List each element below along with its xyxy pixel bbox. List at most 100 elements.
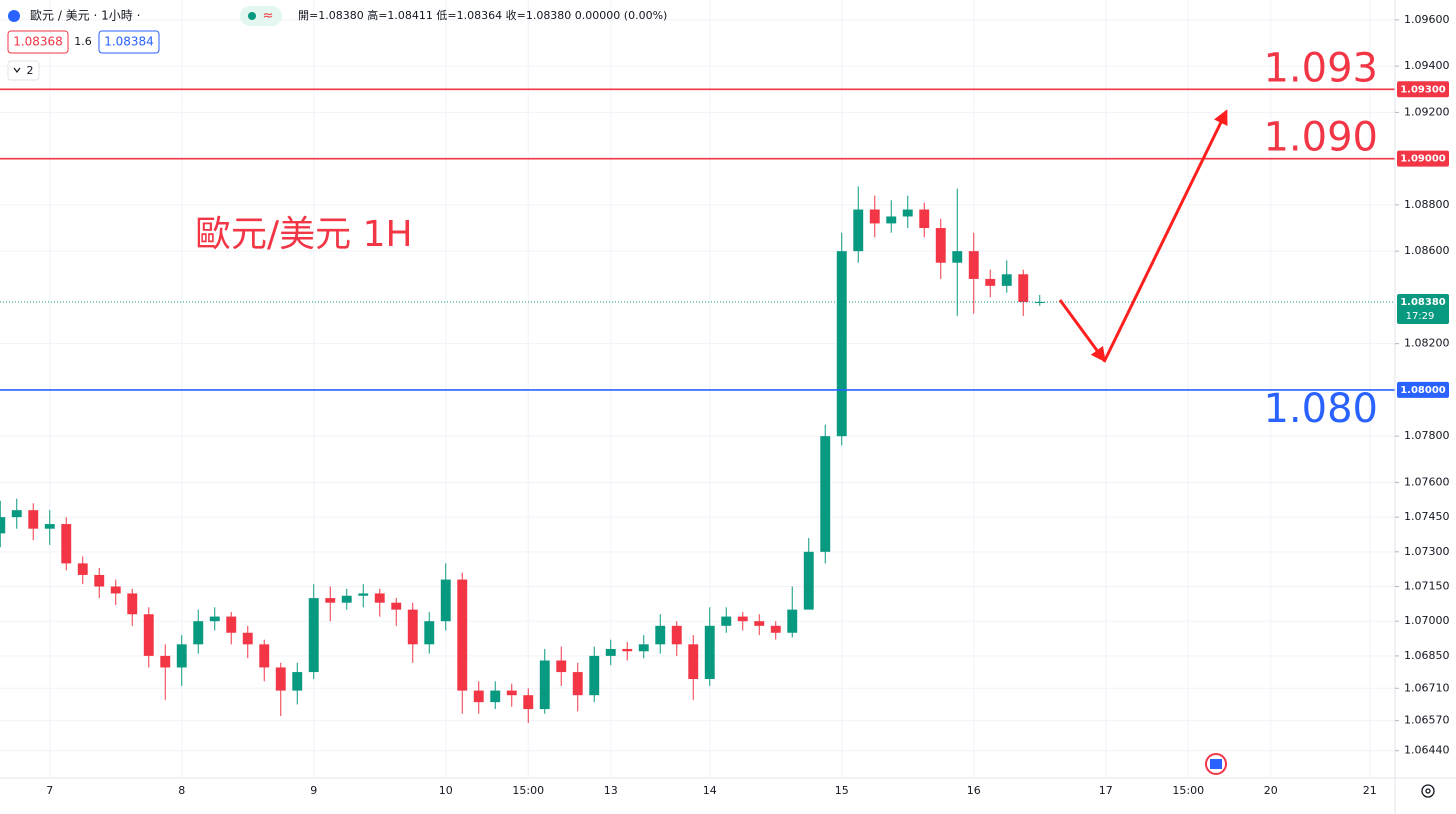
settings-icon-core: [1425, 788, 1431, 794]
candle-body: [473, 690, 484, 703]
status-pill[interactable]: [240, 6, 282, 26]
candle-body: [325, 598, 336, 603]
level-price-label: 1.09300: [1400, 84, 1446, 95]
y-tick-label: 1.07300: [1404, 545, 1450, 558]
candle-body: [902, 209, 913, 217]
candle-body: [94, 574, 105, 587]
arrow-up: [1102, 109, 1228, 363]
candle-body: [1018, 274, 1029, 303]
level-price-tag: [1397, 150, 1449, 167]
candle-body: [176, 644, 187, 668]
x-tick-label: 21: [1363, 784, 1377, 797]
candle-body: [193, 621, 204, 645]
candle-body: [110, 586, 121, 594]
candle-body: [952, 251, 963, 263]
candle-body: [143, 614, 154, 656]
candle-body: [820, 436, 831, 552]
candle-body: [440, 579, 451, 622]
candle-body: [836, 251, 847, 437]
candle-body: [523, 695, 534, 710]
x-tick-label: 16: [967, 784, 981, 797]
legend-header: 歐元 / 美元 · 1小時 · ≈ 開=1.08380 高=1.08411 低=…: [7, 6, 667, 81]
candle-body: [160, 655, 171, 668]
x-tick-label: 15:00: [1172, 784, 1204, 797]
y-tick-label: 1.09400: [1404, 59, 1450, 72]
chart-title: 歐元/美元 1H: [195, 214, 413, 255]
candle-body: [605, 648, 616, 656]
y-tick-label: 1.07450: [1404, 510, 1450, 523]
candle-body: [44, 524, 55, 529]
level-annotation: 1.080: [1263, 386, 1378, 432]
candle-body: [935, 228, 946, 263]
symbol: 歐元 / 美元 · 1小時 ·: [30, 8, 140, 23]
x-tick-label: 10: [439, 784, 453, 797]
candle-body: [209, 616, 220, 622]
candle-body: [556, 660, 567, 673]
y-tick-label: 1.08600: [1404, 244, 1450, 257]
candle-body: [226, 616, 237, 633]
candle-body: [803, 551, 814, 610]
x-tick-label: 13: [604, 784, 618, 797]
candle-body: [721, 616, 732, 626]
candle-body: [127, 593, 138, 615]
candle-body: [358, 593, 369, 596]
level-annotation: 1.090: [1263, 115, 1378, 161]
candle-body: [688, 644, 699, 680]
candle-body: [308, 598, 319, 673]
candle-body: [622, 648, 633, 652]
x-tick-label: 9: [310, 784, 317, 797]
y-tick-label: 1.07800: [1404, 429, 1450, 442]
candle-body: [28, 510, 39, 529]
y-tick-label: 1.06570: [1404, 714, 1450, 727]
symbol-icon: [8, 10, 20, 22]
candle-body: [374, 593, 385, 603]
last-price-label: 1.08380: [1400, 297, 1446, 308]
indicator-count: 2: [27, 64, 34, 77]
y-tick-label: 1.08200: [1404, 337, 1450, 350]
candle-body: [770, 625, 781, 633]
candle-body: [787, 609, 798, 633]
chevron: [13, 67, 21, 73]
x-axis-bg: [0, 778, 1456, 814]
market-open-dot: [248, 12, 256, 20]
settings-icon[interactable]: [1421, 784, 1435, 798]
candle-body: [737, 616, 748, 622]
candle-body: [886, 216, 897, 224]
candle-body: [754, 621, 765, 626]
candle-body: [704, 625, 715, 680]
candle-body: [572, 672, 583, 696]
sell-button[interactable]: [7, 30, 69, 54]
x-tick-label: 15: [835, 784, 849, 797]
candle-body: [259, 644, 270, 668]
y-tick-label: 1.08800: [1404, 198, 1450, 211]
candle-body: [341, 595, 352, 603]
candle-body: [853, 209, 864, 252]
y-tick-label: 1.07600: [1404, 475, 1450, 488]
candle-body: [869, 209, 880, 224]
plot: [0, 88, 1395, 723]
candle-body: [655, 625, 666, 645]
x-tick-label: 7: [46, 784, 53, 797]
bid: 1.08368: [13, 35, 63, 49]
y-tick-label: 1.06440: [1404, 744, 1450, 757]
buy-button[interactable]: [98, 30, 160, 54]
spread: 1.6: [74, 35, 92, 48]
x-tick-label: 15:00: [512, 784, 544, 797]
y-tick-label: 1.09600: [1404, 13, 1450, 26]
candle-body: [985, 278, 996, 286]
level-price-tag: [1397, 81, 1449, 98]
candle-body: [391, 602, 402, 610]
y-axis-bg: [1395, 0, 1456, 814]
candle-body: [424, 621, 435, 645]
x-tick-label: 20: [1264, 784, 1278, 797]
indicator-toggle[interactable]: [7, 60, 40, 81]
level-price-label: 1.09000: [1400, 154, 1446, 165]
arrow-down: [1058, 299, 1106, 363]
candle-body: [11, 510, 22, 518]
last-price-tag: [1397, 294, 1449, 325]
level-price-label: 1.08000: [1400, 385, 1446, 396]
forecast-arrows: [1058, 109, 1228, 363]
